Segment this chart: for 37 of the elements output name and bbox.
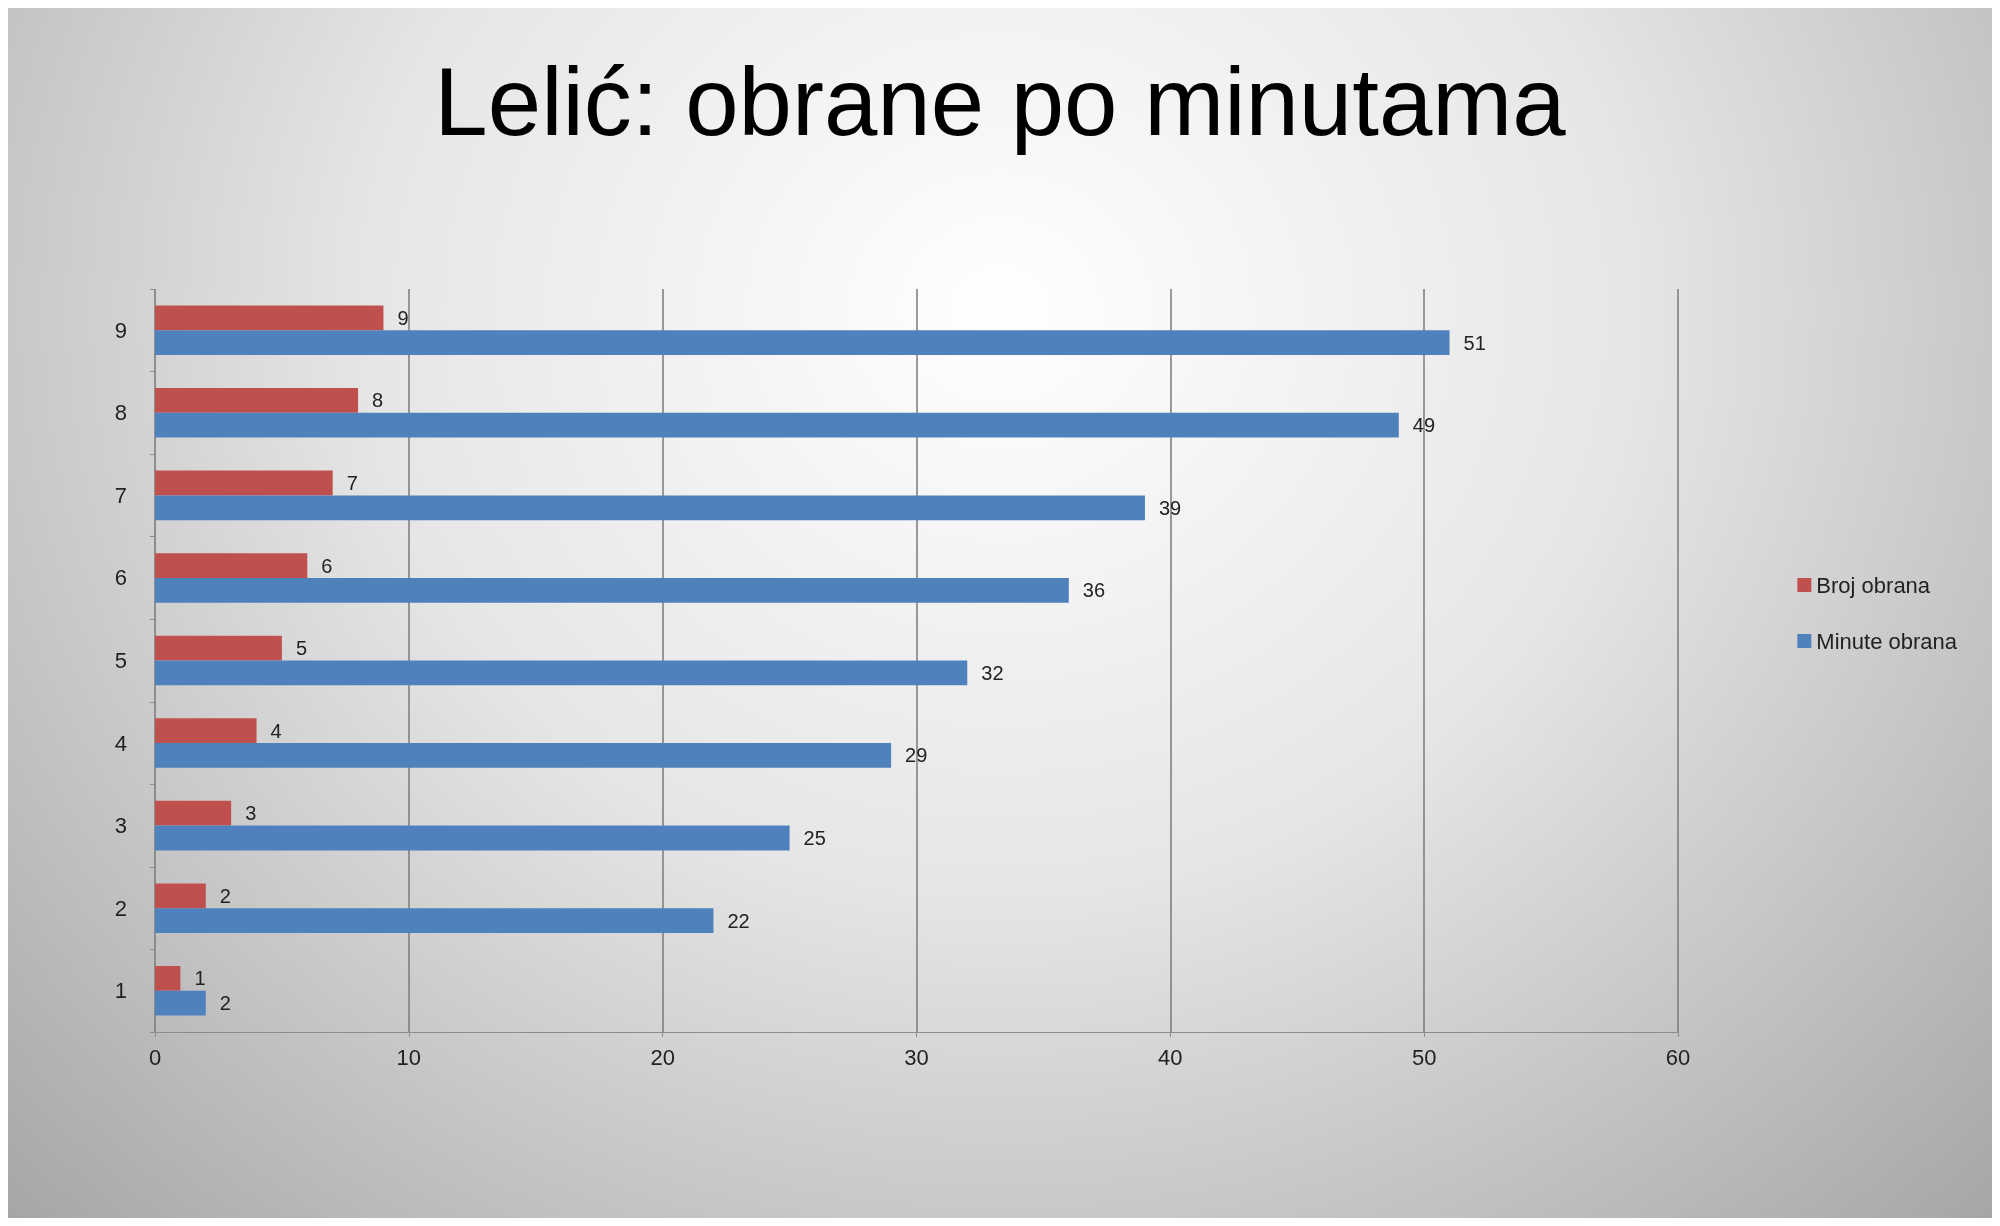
x-tick-label: 60	[1665, 1044, 1691, 1070]
data-label: 36	[1082, 579, 1106, 602]
data-label: 7	[346, 472, 358, 495]
data-label: 32	[981, 661, 1004, 684]
x-tick-label: 40	[1158, 1044, 1183, 1070]
data-label: 2	[219, 992, 231, 1015]
chart-title: Lelić: obrane po minutama	[434, 47, 1567, 155]
y-tick-label: 6	[114, 565, 127, 591]
data-label: 6	[321, 554, 333, 577]
y-tick-label: 3	[114, 813, 127, 839]
data-label: 3	[245, 802, 257, 825]
legend-label: Broj obrana	[1816, 572, 1931, 598]
data-label: 51	[1463, 331, 1486, 354]
y-tick-label: 5	[114, 648, 127, 673]
data-label: 29	[905, 744, 928, 767]
y-tick-label: 4	[114, 730, 127, 756]
y-tick-label: 8	[114, 400, 127, 426]
x-tick-label: 0	[148, 1044, 162, 1070]
x-tick-label: 10	[396, 1044, 422, 1070]
data-label: 5	[295, 637, 308, 660]
x-tick-label: 50	[1411, 1044, 1437, 1070]
data-label: 4	[270, 719, 282, 742]
x-tick-label: 20	[650, 1044, 675, 1070]
data-label: 22	[727, 909, 750, 932]
data-label: 8	[372, 389, 384, 412]
data-label: 9	[397, 306, 409, 329]
y-tick-label: 2	[114, 895, 127, 921]
data-label: 25	[803, 826, 826, 849]
data-label: 1	[194, 967, 206, 990]
legend-label: Minute obrana	[1816, 628, 1958, 654]
y-tick-label: 9	[114, 317, 127, 343]
data-label: 39	[1158, 496, 1182, 519]
y-tick-label: 1	[114, 978, 127, 1004]
data-label: 2	[219, 884, 231, 907]
data-label: 49	[1412, 414, 1436, 437]
y-tick-label: 7	[114, 482, 127, 508]
x-tick-label: 30	[904, 1044, 929, 1070]
